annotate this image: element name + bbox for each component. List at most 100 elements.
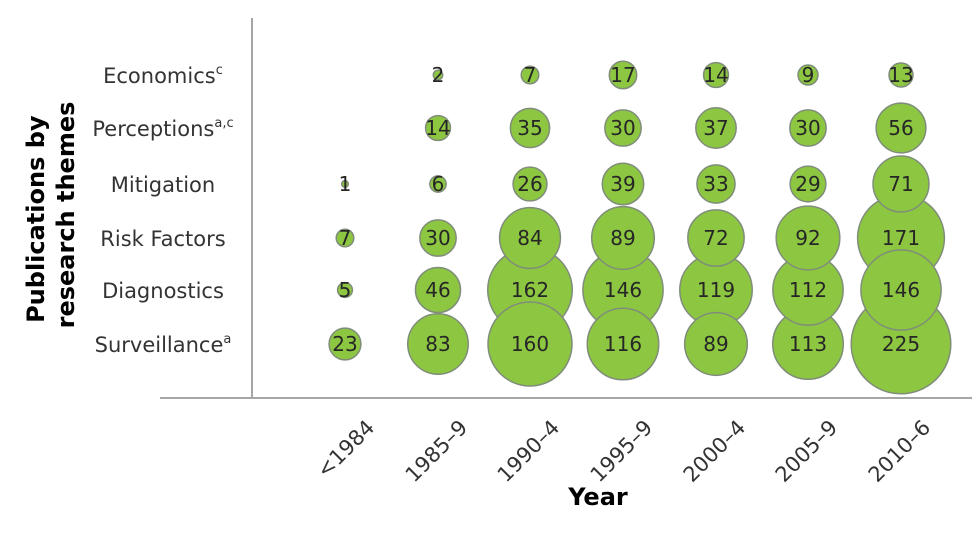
y-category-labels: Economicsc Perceptionsa,c Mitigation Risk F…: [92, 63, 233, 357]
bubble-value-diagnostics-1995-9: 146: [604, 278, 642, 302]
bubble-value-diagnostics-2000-4: 119: [697, 278, 735, 302]
x-tick-label-2000-4: 2000–4: [679, 415, 751, 487]
y-label-superscript: a,c: [214, 116, 233, 131]
bubble-value-perceptions-1995-9: 30: [610, 116, 635, 140]
bubble-value-surveillance-1985-9: 83: [425, 332, 450, 356]
x-tick-label-2005-9: 2005–9: [771, 415, 843, 487]
bubble-value-economics-1985-9: 2: [432, 63, 445, 87]
bubble-economics-1985-9: [432, 69, 444, 81]
bubble-risk-factors-1985-9: [419, 219, 457, 257]
y-label-superscript: a: [223, 332, 231, 347]
y-label-text: Diagnostics: [102, 279, 224, 303]
bubble-economics-1990-4: [520, 65, 540, 85]
bubble-surveillance-1984: [328, 327, 362, 361]
bubble-surveillance-1990-4: [487, 301, 573, 387]
bubble-risk-factors-2005-9: [775, 205, 841, 271]
bubble-value-surveillance-2005-9: 113: [789, 332, 827, 356]
y-label-text: Risk Factors: [100, 227, 225, 251]
bubble-surveillance-2000-4: [683, 311, 749, 377]
y-label-text: Mitigation: [111, 173, 215, 197]
bubble-value-economics-2005-9: 9: [802, 63, 815, 87]
bubble-value-economics-1990-4: 7: [524, 63, 537, 87]
bubble-value-economics-2010-6: 13: [888, 63, 913, 87]
bubble-value-diagnostics-2010-6: 146: [882, 278, 920, 302]
bubble-value-surveillance-2000-4: 89: [703, 332, 728, 356]
bubble-surveillance-1985-9: [407, 313, 469, 375]
bubble-value-surveillance-2010-6: 225: [882, 332, 920, 356]
bubble-value-diagnostics-2005-9: 112: [789, 278, 827, 302]
y-label-text: Economics: [103, 64, 216, 88]
bubble-perceptions-1995-9: [604, 109, 642, 147]
x-tick-label-1995-9: 1995–9: [586, 415, 658, 487]
y-label-economics: Economicsc: [103, 63, 223, 88]
bubble-perceptions-2010-6: [875, 102, 927, 154]
bubble-value-risk-factors-2000-4: 72: [703, 226, 728, 250]
bubble-value-surveillance-1995-9: 116: [604, 332, 642, 356]
bubble-surveillance-1995-9: [586, 307, 660, 381]
bubbles-layer: [328, 60, 952, 395]
bubble-value-risk-factors-2010-6: 171: [882, 226, 920, 250]
bubble-risk-factors-2000-4: [687, 209, 745, 267]
bubble-value-mitigation-1995-9: 39: [610, 172, 635, 196]
bubble-diagnostics-2010-6: [860, 249, 942, 331]
bubble-value-surveillance-1990-4: 160: [511, 332, 549, 356]
bubble-risk-factors-1984: [335, 228, 355, 248]
bubble-value-risk-factors-2005-9: 92: [795, 226, 820, 250]
bubble-risk-factors-1995-9: [590, 205, 656, 271]
bubble-value-diagnostics-1984: 5: [339, 278, 352, 302]
y-label-surveillance: Surveillancea: [95, 332, 232, 357]
x-tick-label-1985-9: 1985–9: [401, 415, 473, 487]
y-axis-title-line-2: research themes: [52, 102, 80, 329]
bubble-perceptions-2000-4: [695, 107, 737, 149]
bubble-economics-2000-4: [702, 61, 730, 89]
x-tick-label-1990-4: 1990–4: [493, 415, 565, 487]
bubble-mitigation-1990-4: [512, 166, 548, 202]
bubble-mitigation-1985-9: [429, 175, 447, 193]
y-label-perceptions: Perceptionsa,c: [92, 116, 233, 141]
bubble-mitigation-1995-9: [601, 162, 645, 206]
x-tick-labels: <1984 1985–9 1990–4 1995–9 2000–4 2005–9 2010–…: [312, 415, 935, 487]
bubble-value-mitigation-1985-9: 6: [432, 172, 445, 196]
bubble-value-risk-factors-1990-4: 84: [517, 226, 542, 250]
y-axis-title-line-1: Publications by: [22, 115, 50, 323]
y-label-diagnostics: Diagnostics: [102, 279, 224, 303]
y-label-superscript: c: [216, 63, 223, 78]
y-label-risk-factors: Risk Factors: [100, 227, 225, 251]
bubble-value-perceptions-2010-6: 56: [888, 116, 913, 140]
bubble-mitigation-2005-9: [789, 165, 827, 203]
bubble-diagnostics-1985-9: [414, 266, 462, 314]
y-label-text: Perceptions: [92, 117, 214, 141]
y-axis-title: Publications by research themes: [22, 102, 80, 329]
bubble-value-mitigation-1984: 1: [339, 172, 352, 196]
bubble-risk-factors-1990-4: [498, 206, 562, 270]
axes: [160, 18, 972, 399]
bubble-value-mitigation-2010-6: 71: [888, 172, 913, 196]
x-tick-label-1984: <1984: [312, 415, 379, 482]
bubble-mitigation-1984: [340, 179, 350, 189]
bubble-value-mitigation-2005-9: 29: [795, 172, 820, 196]
y-label-text: Surveillance: [95, 333, 224, 357]
bubble-value-perceptions-1985-9: 14: [425, 116, 450, 140]
bubble-value-economics-1995-9: 17: [610, 63, 635, 87]
bubble-perceptions-2005-9: [789, 109, 827, 147]
x-tick-label-2010-6: 2010–6: [864, 415, 936, 487]
bubble-value-perceptions-2005-9: 30: [795, 116, 820, 140]
bubble-mitigation-2000-4: [696, 164, 736, 204]
bubble-value-perceptions-2000-4: 37: [703, 116, 728, 140]
bubble-perceptions-1990-4: [509, 107, 551, 149]
bubble-value-perceptions-1990-4: 35: [517, 116, 542, 140]
bubble-value-mitigation-1990-4: 26: [517, 172, 542, 196]
bubble-value-economics-2000-4: 14: [703, 63, 728, 87]
bubble-economics-2010-6: [888, 62, 914, 88]
bubble-value-mitigation-2000-4: 33: [703, 172, 728, 196]
bubble-value-risk-factors-1995-9: 89: [610, 226, 635, 250]
y-label-mitigation: Mitigation: [111, 173, 215, 197]
bubble-value-diagnostics-1990-4: 162: [511, 278, 549, 302]
bubble-value-risk-factors-1985-9: 30: [425, 226, 450, 250]
bubble-economics-1995-9: [608, 60, 638, 90]
bubble-value-surveillance-1984: 23: [332, 332, 357, 356]
x-axis-title: Year: [567, 483, 628, 511]
bubble-value-diagnostics-1985-9: 46: [425, 278, 450, 302]
